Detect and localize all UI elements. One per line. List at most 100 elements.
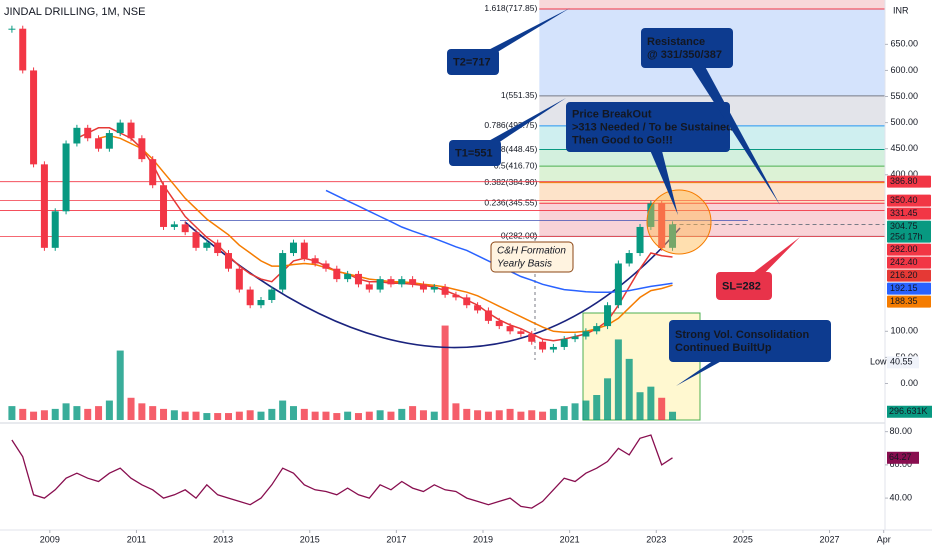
- candle: [354, 273, 362, 285]
- candle: [658, 203, 666, 248]
- volume-bar: [571, 403, 579, 420]
- callout-box: [641, 28, 733, 68]
- candle: [127, 122, 135, 139]
- volume-bar: [463, 408, 471, 420]
- x-tick-label: 2011: [127, 534, 146, 544]
- volume-bar: [235, 411, 243, 420]
- callout-box: [447, 49, 499, 75]
- volume-bar: [647, 386, 655, 420]
- volume-bar: [419, 410, 427, 420]
- volume-bar: [625, 358, 633, 420]
- y-tick-label: 100.00: [890, 326, 918, 336]
- callout-text: Yearly Basis: [497, 259, 552, 270]
- candle: [452, 294, 460, 298]
- callout-text: T1=551: [455, 147, 493, 159]
- volume-bar: [268, 408, 276, 420]
- candle: [647, 203, 655, 227]
- fib-label: 1.618(717.85): [484, 3, 537, 13]
- callout-text: SL=282: [722, 280, 761, 292]
- volume-bar: [246, 410, 254, 420]
- volume-bar: [322, 411, 330, 420]
- volume-bar: [192, 411, 200, 420]
- low-tag-label: 40.55: [890, 357, 913, 367]
- callout-box: [449, 140, 501, 166]
- x-tick-label: 2023: [646, 534, 666, 544]
- candle: [528, 333, 536, 342]
- fib-label: 1(551.35): [501, 90, 538, 100]
- price-tag: [887, 207, 931, 220]
- volume-tag-label: 296.631K: [889, 406, 928, 416]
- volume-bar: [495, 410, 503, 420]
- price-tag: [887, 243, 931, 256]
- candle: [268, 289, 276, 300]
- volume-bar: [636, 392, 644, 420]
- candle: [344, 273, 352, 280]
- callout-text: @ 331/350/387: [647, 49, 722, 61]
- fib-label: 0.786(493.75): [484, 120, 537, 130]
- volume-bar: [149, 406, 157, 420]
- fib-label: 0(282.00): [501, 231, 538, 241]
- candle: [669, 224, 677, 248]
- candle: [409, 279, 417, 285]
- candle: [506, 326, 514, 332]
- x-tick-label: 2019: [473, 534, 493, 544]
- candle: [333, 268, 341, 280]
- candle: [30, 70, 38, 165]
- fib-label: 0.5(416.70): [494, 160, 538, 170]
- y-tick-label: 550.00: [890, 91, 918, 101]
- callout-text: Price BreakOut: [572, 108, 652, 120]
- candle: [214, 242, 222, 254]
- candle: [116, 122, 124, 134]
- callout-pointer: [679, 48, 780, 205]
- x-tick-label: 2009: [40, 534, 60, 544]
- volume-bar: [376, 410, 384, 420]
- fib-label: 0.618(448.45): [484, 144, 537, 154]
- volume-bar: [669, 411, 677, 420]
- candle: [387, 279, 395, 285]
- volume-bar: [387, 411, 395, 420]
- volume-bar: [279, 400, 287, 420]
- volume-tag: [887, 405, 932, 418]
- volume-bar: [181, 411, 189, 420]
- callout-pointer: [465, 8, 570, 62]
- callout-text: C&H Formation: [497, 246, 566, 257]
- price-tag-label: 282.00: [890, 244, 918, 254]
- volume-bar: [409, 406, 417, 420]
- callout-box: [669, 320, 831, 362]
- volume-bar: [474, 410, 482, 420]
- volume-bar: [8, 406, 16, 420]
- fib-band: [539, 203, 885, 237]
- candle: [539, 341, 547, 350]
- volume-bar: [95, 406, 103, 420]
- volume-bar: [344, 411, 352, 420]
- candle: [365, 284, 373, 290]
- price-tag: [887, 295, 931, 308]
- volume-bar: [84, 408, 92, 420]
- volume-bar: [333, 413, 341, 420]
- volume-bar: [560, 406, 568, 420]
- callout-text: Strong Vol. Consolidation: [675, 329, 810, 341]
- volume-bar: [257, 411, 265, 420]
- price-tag: [887, 175, 931, 188]
- price-tag-label: 242.40: [890, 257, 918, 267]
- candles-layer: [8, 25, 677, 353]
- volume-bar: [484, 411, 492, 420]
- axes-layer: 0.0050.00100.00400.00450.00500.00550.006…: [40, 39, 932, 544]
- volume-bar: [517, 411, 525, 420]
- candle: [376, 279, 384, 290]
- candle: [40, 164, 48, 248]
- rsi-line: [11, 434, 673, 509]
- volume-bar: [582, 400, 590, 420]
- volume-bar: [398, 408, 406, 420]
- candle: [225, 253, 233, 269]
- callout-text: >313 Needed / To be Sustained: [572, 121, 733, 133]
- candle: [625, 253, 633, 264]
- candle: [8, 28, 16, 30]
- price-tag-label: 216.20: [890, 270, 918, 280]
- rsi-tag: [887, 451, 919, 464]
- candle: [517, 331, 525, 334]
- price-tag-label: 331.45: [890, 208, 918, 218]
- candle: [62, 143, 70, 212]
- candle: [474, 305, 482, 311]
- callout-text: Resistance: [647, 36, 705, 48]
